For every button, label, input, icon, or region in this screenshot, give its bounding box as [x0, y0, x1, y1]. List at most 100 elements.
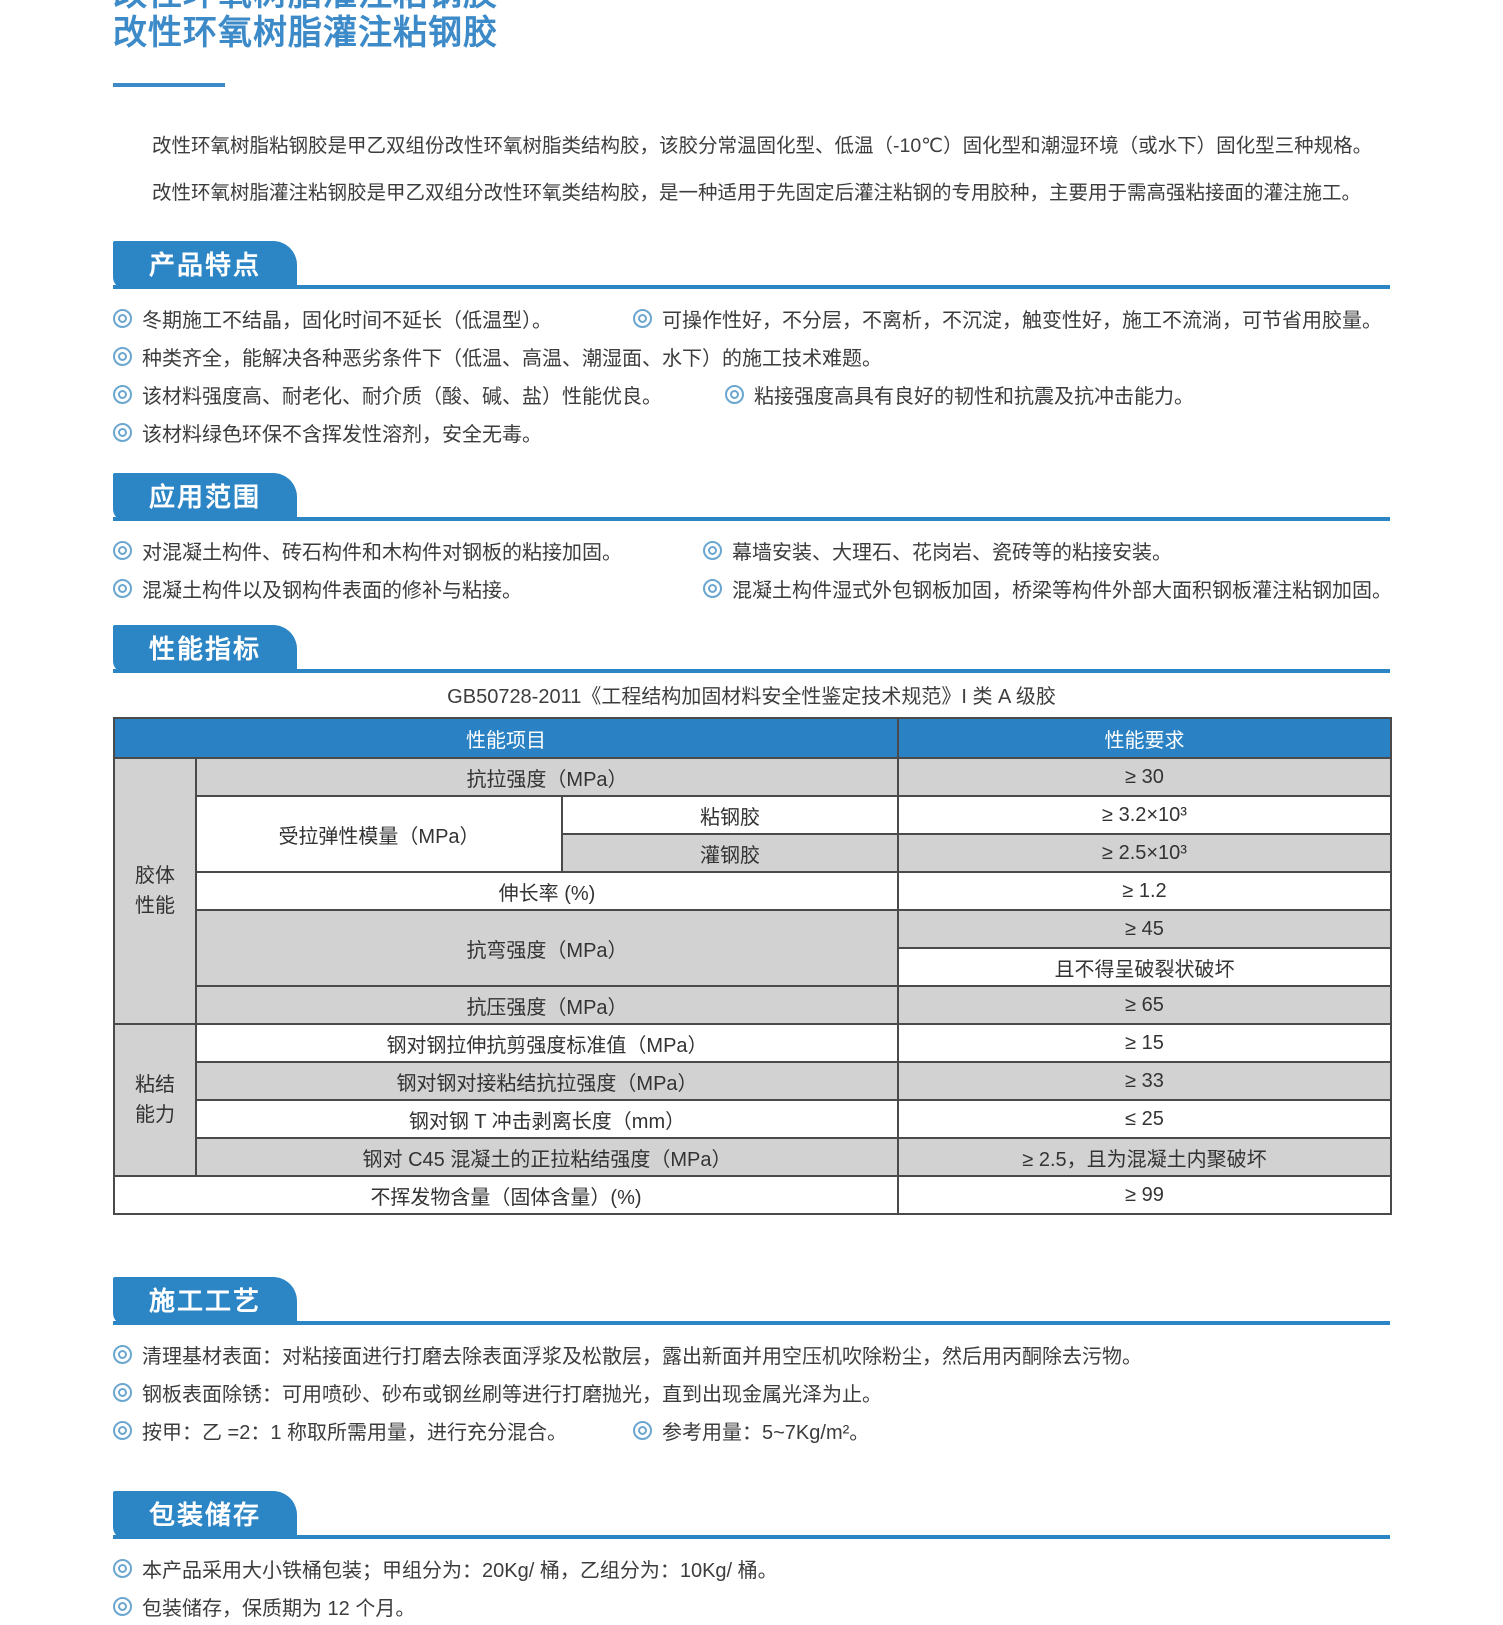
bullet-text: 钢板表面除锈：可用喷砂、砂布或钢丝刷等进行打磨抛光，直到出现金属光泽为止。: [142, 1383, 882, 1406]
title-underline: [113, 83, 225, 87]
bullet-text: 粘接强度高具有良好的韧性和抗震及抗冲击能力。: [754, 385, 1194, 408]
double-circle-bullet-icon: [725, 384, 744, 404]
double-circle-bullet-icon: [113, 1420, 132, 1440]
double-circle-bullet-icon: [113, 1382, 132, 1402]
group-cell: 粘结 能力: [113, 1023, 197, 1177]
double-circle-bullet-icon: [113, 308, 132, 328]
section-badge: 包装储存: [113, 1491, 298, 1539]
list-row: 清理基材表面：对粘接面进行打磨去除表面浮浆及松散层，露出新面并用空压机吹除粉尘，…: [113, 1335, 1390, 1373]
table-row: 胶体 性能 抗拉强度（MPa） ≥ 30: [113, 757, 1392, 1025]
table-caption: GB50728-2011《工程结构加固材料安全性鉴定技术规范》I 类 A 级胶: [447, 686, 1056, 708]
section-badge: 施工工艺: [113, 1277, 298, 1325]
double-circle-bullet-icon: [113, 1596, 132, 1616]
bullet-text: 可操作性好，不分层，不离析，不沉淀，触变性好，施工不流淌，可节省用胶量。: [662, 309, 1382, 332]
double-circle-bullet-icon: [113, 384, 132, 404]
item-cell: 抗压强度（MPa）: [195, 985, 899, 1025]
item-cell: 抗弯强度（MPa）: [195, 909, 899, 987]
item-cell: 钢对钢 T 冲击剥离长度（mm）: [195, 1099, 899, 1139]
intro: 改性环氧树脂粘钢胶是甲乙双组份改性环氧树脂类结构胶，该胶分常温固化型、低温（-1…: [113, 123, 1390, 217]
double-circle-bullet-icon: [113, 540, 132, 560]
section-rule: [113, 1535, 1390, 1539]
section-header-packaging: 包装储存: [113, 1491, 1390, 1539]
table-row: 伸长率 (%) ≥ 1.2: [114, 871, 1392, 911]
table-row: 钢对钢对接粘结抗拉强度（MPa） ≥ 33: [114, 1061, 1392, 1101]
list-row: 该材料绿色环保不含挥发性溶剂，安全无毒。: [113, 413, 1390, 451]
table-row: 粘结 能力 钢对钢拉伸抗剪强度标准值（MPa） ≥ 15: [113, 1023, 1392, 1177]
value-cell: ≥ 33: [897, 1061, 1392, 1101]
section-rule: [113, 517, 1390, 521]
page-title: 改性环氧树脂灌注粘钢胶: [113, 14, 498, 52]
section-header-features: 产品特点: [113, 241, 1390, 289]
intro-paragraph: 改性环氧树脂粘钢胶是甲乙双组份改性环氧树脂类结构胶，该胶分常温固化型、低温（-1…: [152, 135, 1373, 157]
list-row: 包装储存，保质期为 12 个月。: [113, 1587, 1390, 1625]
features-list: 冬期施工不结晶，固化时间不延长（低温型）。 可操作性好，不分层，不离析，不沉淀，…: [113, 299, 1390, 451]
list-item: 幕墙安装、大理石、花岗岩、瓷砖等的粘接安装。: [703, 531, 1172, 569]
bullet-text: 对混凝土构件、砖石构件和木构件对钢板的粘接加固。: [142, 541, 622, 564]
list-item: 种类齐全，能解决各种恶劣条件下（低温、高温、潮湿面、水下）的施工技术难题。: [113, 337, 882, 375]
table-row: 钢对 C45 混凝土的正拉粘结强度（MPa） ≥ 2.5，且为混凝土内聚破坏: [114, 1137, 1392, 1177]
section-badge: 产品特点: [113, 241, 298, 289]
list-item: 包装储存，保质期为 12 个月。: [113, 1587, 415, 1625]
list-item: 对混凝土构件、砖石构件和木构件对钢板的粘接加固。: [113, 531, 703, 569]
list-row: 该材料强度高、耐老化、耐介质（酸、碱、盐）性能优良。 粘接强度高具有良好的韧性和…: [113, 375, 1390, 413]
table-row: 钢对钢 T 冲击剥离长度（mm） ≤ 25: [114, 1099, 1392, 1139]
value-cell: ≥ 30: [897, 757, 1392, 797]
section-badge: 应用范围: [113, 473, 298, 521]
section-header-application: 应用范围: [113, 473, 1390, 521]
table-row: 且不得呈破裂状破坏: [114, 947, 1392, 987]
item-cell: 钢对钢对接粘结抗拉强度（MPa）: [195, 1061, 899, 1101]
list-item: 冬期施工不结晶，固化时间不延长（低温型）。: [113, 299, 633, 337]
list-item: 可操作性好，不分层，不离析，不沉淀，触变性好，施工不流淌，可节省用胶量。: [633, 299, 1382, 337]
bullet-text: 种类齐全，能解决各种恶劣条件下（低温、高温、潮湿面、水下）的施工技术难题。: [142, 347, 882, 370]
bullet-text: 该材料强度高、耐老化、耐介质（酸、碱、盐）性能优良。: [142, 385, 662, 408]
bullet-text: 本产品采用大小铁桶包装；甲组分为：20Kg/ 桶，乙组分为：10Kg/ 桶。: [142, 1559, 778, 1582]
list-row: 对混凝土构件、砖石构件和木构件对钢板的粘接加固。 幕墙安装、大理石、花岗岩、瓷砖…: [113, 531, 1390, 569]
table-row: 受拉弹性模量（MPa） 粘钢胶 ≥ 3.2×10³: [114, 795, 1392, 873]
bullet-text: 参考用量：5~7Kg/m²。: [662, 1421, 870, 1444]
table-row: 抗弯强度（MPa） ≥ 45: [114, 909, 1392, 987]
section-rule: [113, 669, 1390, 673]
list-item: 本产品采用大小铁桶包装；甲组分为：20Kg/ 桶，乙组分为：10Kg/ 桶。: [113, 1549, 778, 1587]
list-item: 粘接强度高具有良好的韧性和抗震及抗冲击能力。: [725, 375, 1194, 413]
section-rule: [113, 285, 1390, 289]
table-row: 抗压强度（MPa） ≥ 65: [114, 985, 1392, 1025]
list-item: 该材料强度高、耐老化、耐介质（酸、碱、盐）性能优良。: [113, 375, 725, 413]
list-item: 该材料绿色环保不含挥发性溶剂，安全无毒。: [113, 413, 542, 451]
list-item: 混凝土构件以及钢构件表面的修补与粘接。: [113, 569, 703, 607]
list-row: 钢板表面除锈：可用喷砂、砂布或钢丝刷等进行打磨抛光，直到出现金属光泽为止。: [113, 1373, 1390, 1411]
list-row: 冬期施工不结晶，固化时间不延长（低温型）。 可操作性好，不分层，不离析，不沉淀，…: [113, 299, 1390, 337]
bullet-text: 该材料绿色环保不含挥发性溶剂，安全无毒。: [142, 423, 542, 446]
item-cell: 抗拉强度（MPa）: [195, 757, 899, 797]
value-cell: ≥ 3.2×10³: [897, 795, 1392, 835]
group-cell: 胶体 性能: [113, 757, 197, 1025]
list-row: 本产品采用大小铁桶包装；甲组分为：20Kg/ 桶，乙组分为：10Kg/ 桶。: [113, 1549, 1390, 1587]
double-circle-bullet-icon: [113, 1344, 132, 1364]
value-cell: 且不得呈破裂状破坏: [897, 947, 1392, 987]
value-cell: ≥ 1.2: [897, 871, 1392, 911]
value-cell: ≥ 15: [897, 1023, 1392, 1063]
list-item: 钢板表面除锈：可用喷砂、砂布或钢丝刷等进行打磨抛光，直到出现金属光泽为止。: [113, 1373, 882, 1411]
bullet-text: 包装储存，保质期为 12 个月。: [142, 1597, 416, 1620]
clipped-top-text: 改性环氧树脂灌注粘钢胶: [113, 0, 1390, 9]
list-row: 混凝土构件以及钢构件表面的修补与粘接。 混凝土构件湿式外包钢板加固，桥梁等构件外…: [113, 569, 1392, 607]
intro-paragraph: 改性环氧树脂灌注粘钢胶是甲乙双组分改性环氧类结构胶，是一种适用于先固定后灌注粘钢…: [152, 182, 1362, 204]
sub-item-cell: 灌钢胶: [561, 833, 899, 873]
double-circle-bullet-icon: [633, 308, 652, 328]
list-row: 种类齐全，能解决各种恶劣条件下（低温、高温、潮湿面、水下）的施工技术难题。: [113, 337, 1390, 375]
double-circle-bullet-icon: [703, 540, 722, 560]
value-cell: ≥ 65: [897, 985, 1392, 1025]
table-row: 不挥发物含量（固体含量）(%) ≥ 99: [113, 1175, 1392, 1215]
value-cell: ≥ 99: [897, 1175, 1392, 1215]
double-circle-bullet-icon: [113, 346, 132, 366]
bullet-text: 清理基材表面：对粘接面进行打磨去除表面浮浆及松散层，露出新面并用空压机吹除粉尘，…: [142, 1345, 1142, 1368]
packaging-list: 本产品采用大小铁桶包装；甲组分为：20Kg/ 桶，乙组分为：10Kg/ 桶。 包…: [113, 1549, 1390, 1625]
section-rule: [113, 1321, 1390, 1325]
item-cell: 受拉弹性模量（MPa）: [195, 795, 563, 873]
list-row: 按甲：乙 =2：1 称取所需用量，进行充分混合。 参考用量：5~7Kg/m²。: [113, 1411, 1390, 1449]
section-header-process: 施工工艺: [113, 1277, 1390, 1325]
process-list: 清理基材表面：对粘接面进行打磨去除表面浮浆及松散层，露出新面并用空压机吹除粉尘，…: [113, 1335, 1390, 1449]
bullet-text: 混凝土构件以及钢构件表面的修补与粘接。: [142, 579, 522, 602]
performance-table: 性能项目 性能要求 胶体 性能 抗拉强度（MPa） ≥ 30 受拉弹性模量（MP…: [113, 717, 1392, 1215]
bullet-text: 冬期施工不结晶，固化时间不延长（低温型）。: [142, 309, 552, 332]
